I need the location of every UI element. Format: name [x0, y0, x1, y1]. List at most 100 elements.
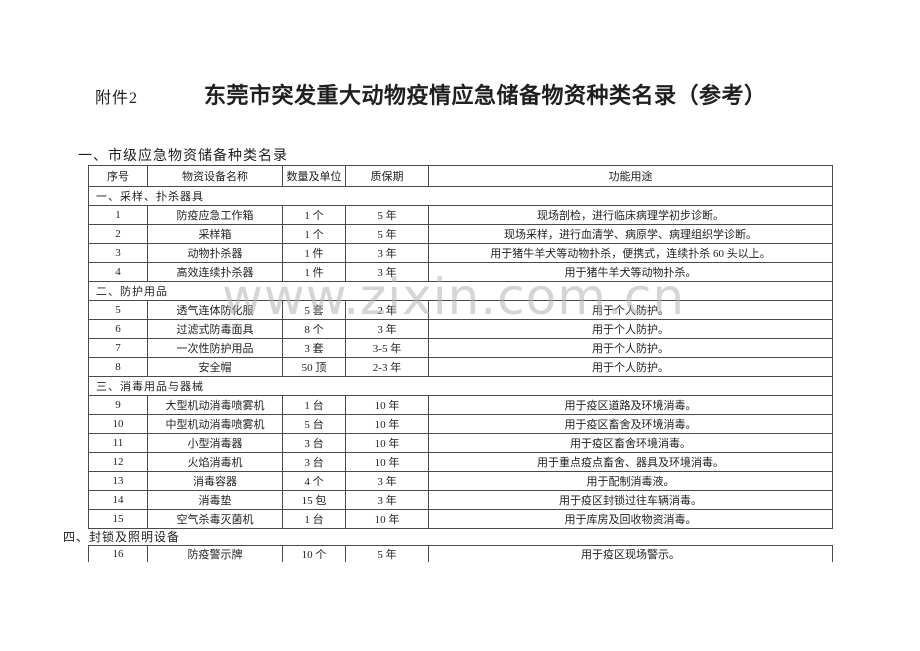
section-row: 三、消毒用品与器械	[88, 376, 833, 396]
table-row: 15 空气杀毒灭菌机 1 台 10 年用于库房及回收物资消毒。	[88, 509, 833, 529]
cell-warranty-period: 3 年	[345, 471, 429, 491]
cell-serial-number: 6	[88, 319, 148, 339]
cell-material-name: 防疫警示牌	[147, 545, 283, 562]
cell-quantity-unit: 10 个	[282, 545, 346, 562]
cell-quantity-unit: 4 个	[282, 471, 346, 491]
cell-material-name: 消毒垫	[147, 490, 283, 510]
cell-material-name: 消毒容器	[147, 471, 283, 491]
cell-function-use: 用于个人防护。	[428, 338, 833, 358]
cell-serial-number: 4	[88, 262, 148, 282]
cell-material-name: 空气杀毒灭菌机	[147, 509, 283, 529]
cell-serial-number: 5	[88, 300, 148, 320]
cell-material-name: 火焰消毒机	[147, 452, 283, 472]
cell-warranty-period: 10 年	[345, 395, 429, 415]
cell-serial-number: 2	[88, 224, 148, 244]
cell-warranty-period: 10 年	[345, 414, 429, 434]
cell-quantity-unit: 3 台	[282, 452, 346, 472]
table-row: 12 火焰消毒机 3 台 10 年用于重点疫点畜舍、器具及环境消毒。	[88, 452, 833, 472]
cell-quantity-unit: 3 套	[282, 338, 346, 358]
cell-function-use: 用于猪牛羊犬等动物扑杀。	[428, 262, 833, 282]
cell-function-use: 用于疫区封锁过往车辆消毒。	[428, 490, 833, 510]
section-heading-lockdown-lighting: 四、封锁及照明设备	[63, 530, 181, 544]
cell-function-use: 用于猪牛羊犬等动物扑杀，便携式，连续扑杀 60 头以上。	[428, 243, 833, 263]
cell-quantity-unit: 15 包	[282, 490, 346, 510]
cell-material-name: 中型机动消毒喷雾机	[147, 414, 283, 434]
cell-function-use: 用于个人防护。	[428, 357, 833, 377]
cell-quantity-unit: 1 台	[282, 509, 346, 529]
cell-function-use: 用于个人防护。	[428, 300, 833, 320]
cell-serial-number: 7	[88, 338, 148, 358]
section-label: 三、消毒用品与器械	[88, 376, 833, 396]
cell-quantity-unit: 50 顶	[282, 357, 346, 377]
cell-material-name: 大型机动消毒喷雾机	[147, 395, 283, 415]
section-row: 一、采样、扑杀器具	[88, 186, 833, 206]
cell-serial-number: 1	[88, 205, 148, 225]
cell-warranty-period: 3 年	[345, 262, 429, 282]
cell-quantity-unit: 1 个	[282, 205, 346, 225]
cell-material-name: 小型消毒器	[147, 433, 283, 453]
cell-quantity-unit: 1 件	[282, 243, 346, 263]
cell-serial-number: 8	[88, 357, 148, 377]
list-heading: 一、市级应急物资储备种类名录	[78, 149, 288, 164]
cell-serial-number: 13	[88, 471, 148, 491]
column-header: 物资设备名称	[147, 165, 283, 187]
cell-material-name: 一次性防护用品	[147, 338, 283, 358]
table-header: 序号 物资设备名称 数量及单位 质保期 功能用途	[88, 165, 833, 187]
cell-quantity-unit: 5 台	[282, 414, 346, 434]
cell-serial-number: 11	[88, 433, 148, 453]
cell-function-use: 用于疫区道路及环境消毒。	[428, 395, 833, 415]
cell-function-use: 用于重点疫点畜舍、器具及环境消毒。	[428, 452, 833, 472]
cell-warranty-period: 10 年	[345, 433, 429, 453]
cell-warranty-period: 10 年	[345, 509, 429, 529]
cell-quantity-unit: 5 套	[282, 300, 346, 320]
cell-warranty-period: 5 年	[345, 224, 429, 244]
cell-material-name: 安全帽	[147, 357, 283, 377]
cell-warranty-period: 5 年	[345, 205, 429, 225]
cell-material-name: 高效连续扑杀器	[147, 262, 283, 282]
cell-warranty-period: 3-5 年	[345, 338, 429, 358]
cell-warranty-period: 3 年	[345, 490, 429, 510]
cell-function-use: 现场采样，进行血清学、病原学、病理组织学诊断。	[428, 224, 833, 244]
section-label: 一、采样、扑杀器具	[88, 186, 833, 206]
cell-material-name: 透气连体防化服	[147, 300, 283, 320]
cell-serial-number: 3	[88, 243, 148, 263]
column-header: 序号	[88, 165, 148, 187]
cell-quantity-unit: 1 个	[282, 224, 346, 244]
cell-serial-number: 9	[88, 395, 148, 415]
cell-function-use: 用于疫区畜舍及环境消毒。	[428, 414, 833, 434]
cell-material-name: 动物扑杀器	[147, 243, 283, 263]
cell-function-use: 用于疫区现场警示。	[428, 545, 833, 562]
cell-material-name: 采样箱	[147, 224, 283, 244]
cell-warranty-period: 2-3 年	[345, 357, 429, 377]
table-row: 9 大型机动消毒喷雾机 1 台 10 年用于疫区道路及环境消毒。	[88, 395, 833, 415]
cell-material-name: 过滤式防毒面具	[147, 319, 283, 339]
column-header: 质保期	[345, 165, 429, 187]
cell-serial-number: 10	[88, 414, 148, 434]
table-row: 8 安全帽 50 顶 2-3 年用于个人防护。	[88, 357, 833, 377]
cell-serial-number: 12	[88, 452, 148, 472]
cell-warranty-period: 2 年	[345, 300, 429, 320]
cell-function-use: 用于配制消毒液。	[428, 471, 833, 491]
cell-serial-number: 16	[88, 545, 148, 562]
table-row: 7 一次性防护用品 3 套 3-5 年用于个人防护。	[88, 338, 833, 358]
cell-quantity-unit: 1 台	[282, 395, 346, 415]
cell-serial-number: 14	[88, 490, 148, 510]
section-row: 二、防护用品	[88, 281, 833, 301]
cell-quantity-unit: 1 件	[282, 262, 346, 282]
materials-table: 序号 物资设备名称 数量及单位 质保期 功能用途 一、采样、扑杀器具 1 防疫应急工作箱 1 …	[88, 165, 833, 529]
attachment-label: 附件2	[95, 90, 139, 107]
table-row: 10 中型机动消毒喷雾机 5 台 10 年用于疫区畜舍及环境消毒。	[88, 414, 833, 434]
cell-warranty-period: 10 年	[345, 452, 429, 472]
cell-quantity-unit: 3 台	[282, 433, 346, 453]
